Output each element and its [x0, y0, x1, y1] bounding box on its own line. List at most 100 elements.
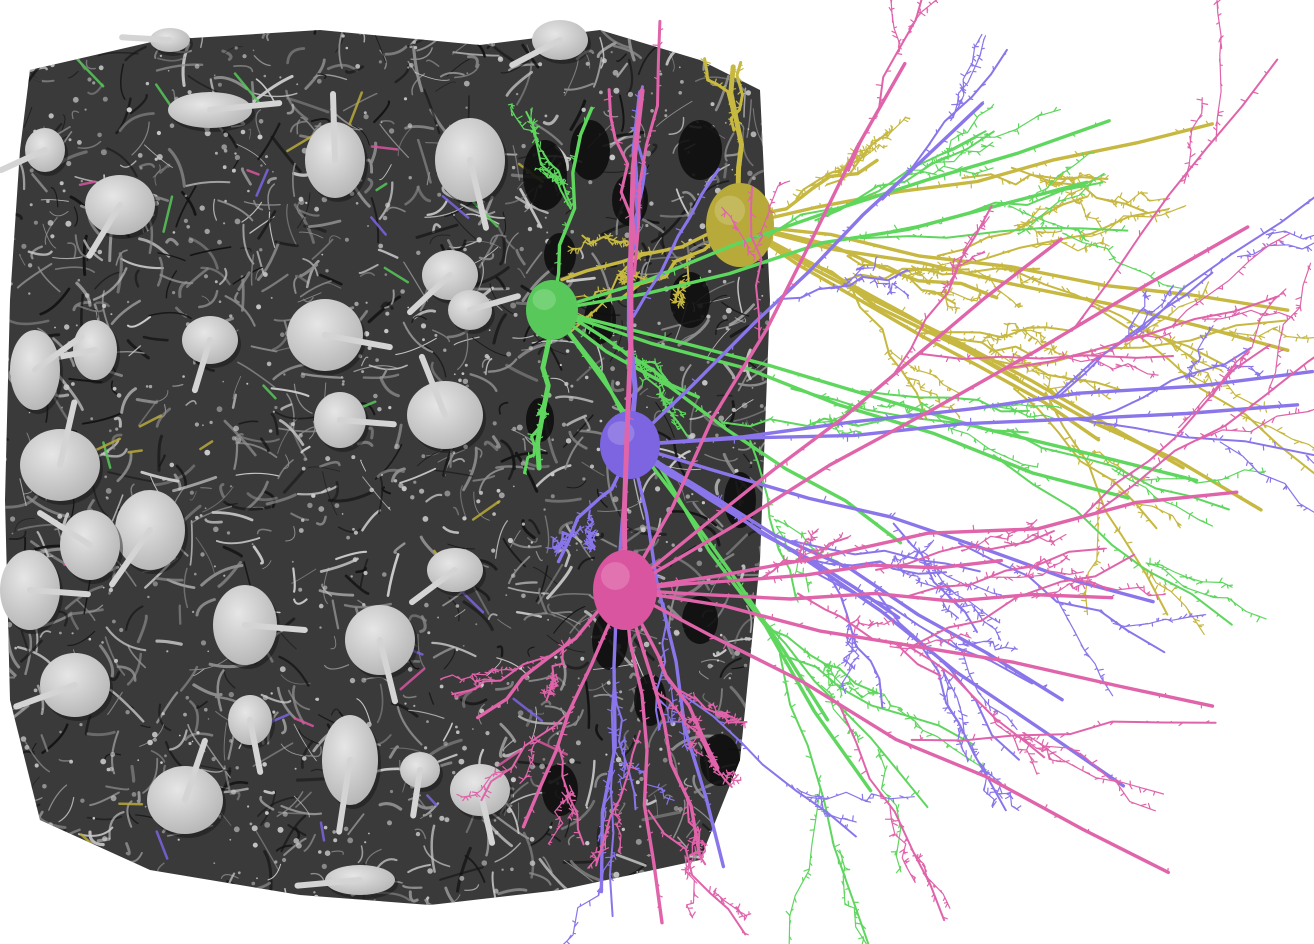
neuropil-fiber — [500, 451, 548, 463]
neuropil-fiber — [286, 47, 306, 65]
neuropil-fiber — [298, 209, 320, 217]
synapse-dot — [635, 780, 640, 785]
dendritic-spine — [866, 144, 872, 148]
dendritic-spine — [1025, 228, 1031, 235]
neuropil-fiber — [535, 565, 549, 603]
neuropil-fiber — [308, 420, 316, 440]
neuropil-fiber — [256, 528, 272, 535]
neurite-fragment — [162, 195, 174, 233]
neuropil-fiber — [508, 555, 531, 585]
neuropil-fiber — [293, 276, 298, 294]
neuropil-fiber — [42, 223, 57, 249]
dendritic-spine — [949, 287, 953, 293]
neuropil-fiber — [70, 878, 98, 898]
dendritic-spine — [1080, 599, 1087, 602]
dendritic-spine — [932, 156, 936, 163]
synapse-dot — [318, 506, 325, 512]
synapse-dot — [364, 841, 367, 844]
neuropil-fiber — [512, 335, 534, 339]
synapse-dot — [529, 836, 535, 842]
synapse-dot — [279, 76, 282, 79]
synapse-dot — [462, 745, 467, 751]
synapse-dot — [506, 807, 512, 814]
neuropil-fiber — [96, 837, 111, 843]
dendritic-spine — [1055, 230, 1063, 233]
neuropil-fiber — [747, 169, 765, 186]
synapse-dot — [137, 153, 143, 158]
synapse-dot — [547, 619, 549, 621]
neuropil-fiber — [95, 32, 116, 46]
synapse-dot — [655, 486, 661, 492]
synapse-dot — [764, 632, 767, 635]
dendritic-spine — [1248, 466, 1255, 472]
dendritic-spine — [996, 291, 1002, 297]
neuropil-fiber — [308, 219, 342, 228]
neuropil-fiber — [106, 147, 138, 178]
neuropil-fiber — [286, 103, 295, 115]
neuropil-fiber — [379, 164, 392, 181]
synapse-dot — [588, 180, 593, 185]
synapse-dot — [424, 602, 429, 608]
synapse-dot — [41, 708, 44, 710]
dendritic-spine — [1038, 185, 1042, 192]
neuropil-fiber — [113, 416, 122, 428]
synapse-dot — [302, 756, 307, 761]
dendritic-spine — [824, 700, 833, 703]
synapse-dot — [361, 370, 365, 374]
neuropil-fiber — [331, 481, 339, 502]
dendritic-spine — [1035, 230, 1038, 238]
synapse-dot — [521, 143, 526, 149]
dendrite — [936, 416, 1039, 468]
synapse-dot — [657, 321, 661, 325]
neuropil-fiber — [593, 693, 624, 701]
neuropil-fiber — [572, 715, 580, 726]
synapse-dot — [517, 710, 524, 716]
neuropil-fiber — [126, 339, 150, 360]
synapse-dot — [137, 759, 140, 762]
neuropil-fiber — [423, 344, 447, 378]
synapse-dot — [200, 552, 205, 557]
synapse-dot — [538, 901, 541, 904]
neuropil-fiber — [347, 813, 365, 836]
synapse-dot — [321, 863, 327, 870]
synapse-dot — [183, 218, 188, 223]
neuropil-fiber — [531, 706, 537, 741]
neuropil-fiber — [298, 231, 324, 239]
synapse-dot — [110, 313, 113, 316]
dendrite — [859, 227, 1129, 240]
synapse-dot — [463, 80, 470, 87]
neuropil-fiber — [293, 795, 310, 818]
synapse-dot — [204, 228, 210, 235]
synapse-dot — [218, 814, 222, 818]
neuropil-fiber — [310, 117, 331, 123]
synapse-dot — [722, 279, 727, 284]
neuropil-fiber — [273, 410, 316, 420]
neuropil-fiber — [569, 614, 588, 634]
neuropil-fiber — [601, 682, 613, 697]
synapse-dot — [420, 323, 427, 329]
neuropil-fiber — [26, 495, 70, 518]
neuropil-fiber — [546, 565, 573, 600]
dendritic-spine — [913, 379, 916, 386]
neurite-fragment — [512, 697, 544, 722]
dendritic-spine — [895, 867, 901, 874]
synapse-dot — [702, 380, 708, 386]
neuropil-fiber — [257, 210, 277, 240]
synapse-dot — [221, 144, 227, 150]
synapse-dot — [520, 461, 526, 466]
dendrite — [1031, 368, 1081, 397]
synapse-dot — [114, 658, 118, 663]
dendritic-spine — [863, 151, 868, 158]
synapse-dot — [251, 543, 254, 546]
dendritic-spine — [1196, 294, 1201, 300]
dendritic-spine — [1080, 192, 1086, 196]
neuropil-fiber — [428, 692, 435, 705]
neuropil-fiber — [618, 94, 625, 132]
neuropil-fiber — [157, 56, 186, 62]
synapse-dot — [378, 901, 383, 905]
neuropil-fiber — [154, 168, 164, 186]
neuropil-fiber — [757, 797, 768, 823]
neuropil-fiber — [542, 856, 553, 873]
neurite-fragment — [255, 168, 269, 197]
neuropil-fiber — [181, 42, 191, 87]
